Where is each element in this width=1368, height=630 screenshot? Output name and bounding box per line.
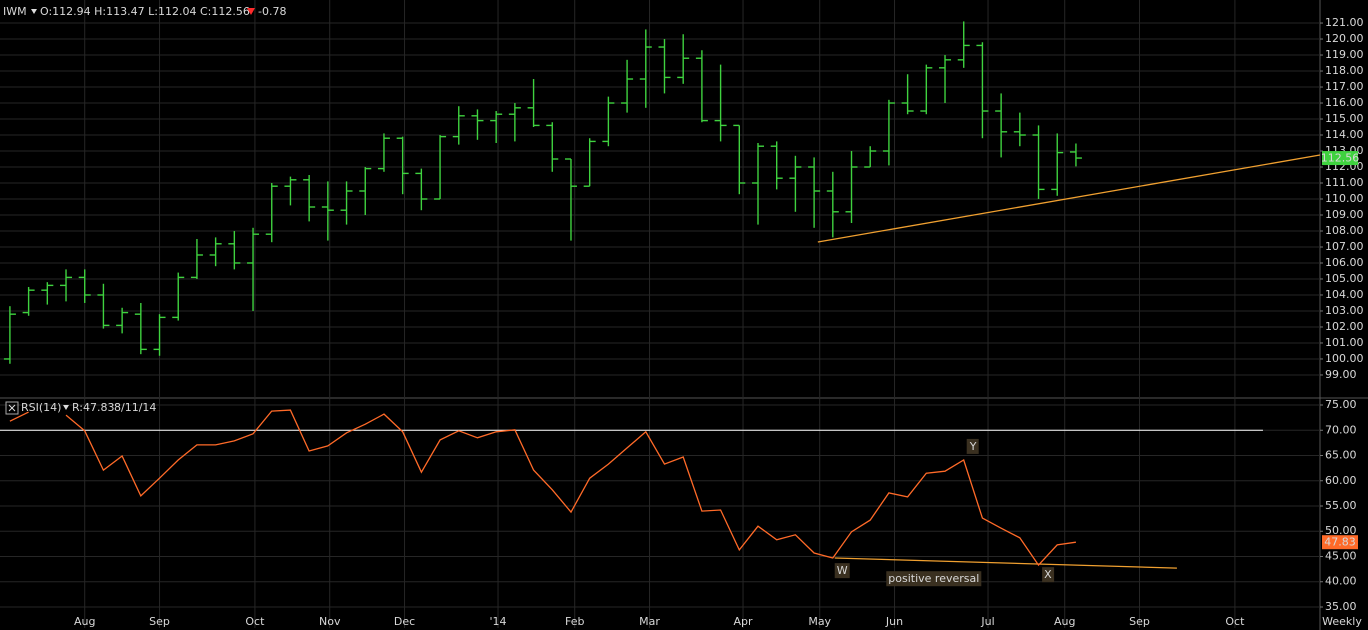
trendline (834, 557, 1177, 569)
down-icon (247, 8, 255, 15)
y-tick-label: 55.00 (1325, 499, 1357, 512)
y-tick-label: 103.00 (1325, 304, 1364, 317)
x-tick-label: Nov (319, 615, 341, 628)
y-tick-label: 118.00 (1325, 64, 1364, 77)
x-tick-label: Jul (980, 615, 994, 628)
dropdown-icon[interactable] (31, 9, 37, 14)
y-tick-label: 105.00 (1325, 272, 1364, 285)
y-tick-label: 121.00 (1325, 16, 1364, 29)
annotation-box (834, 563, 850, 579)
y-tick-label: 114.00 (1325, 128, 1364, 141)
y-tick-label: 65.00 (1325, 449, 1357, 462)
y-tick-label: 110.00 (1325, 192, 1364, 205)
x-tick-label: Oct (1225, 615, 1245, 628)
y-tick-label: 109.00 (1325, 208, 1364, 221)
indicator-date: 8/11/14 (114, 401, 156, 414)
period: Weekly (1322, 615, 1362, 628)
y-tick-label: 104.00 (1325, 288, 1364, 301)
y-tick-label: 108.00 (1325, 224, 1364, 237)
y-tick-label: 106.00 (1325, 256, 1364, 269)
annotation-box (886, 571, 982, 587)
y-tick-label: 100.00 (1325, 352, 1364, 365)
marks (0, 21, 1321, 569)
y-tick-label: 111.00 (1325, 176, 1364, 189)
y-tick-label: 40.00 (1325, 575, 1357, 588)
y-tick-label: 99.00 (1325, 368, 1357, 381)
annotation: positive reversal (888, 572, 979, 585)
x-tick-label: '14 (490, 615, 507, 628)
change: -0.78 (258, 5, 286, 18)
y-tick-label: 60.00 (1325, 474, 1357, 487)
annotation: Y (969, 440, 977, 453)
y-tick-label: 101.00 (1325, 336, 1364, 349)
annotation: X (1044, 568, 1052, 581)
x-tick-label: Apr (734, 615, 754, 628)
y-tick-label: 102.00 (1325, 320, 1364, 333)
rsi-line (9, 409, 1076, 567)
x-tick-label: Jun (885, 615, 903, 628)
trendline (817, 154, 1321, 243)
symbol: IWM (3, 5, 27, 18)
x-tick-label: Sep (1129, 615, 1150, 628)
close-box[interactable] (5, 401, 19, 415)
y-tick-label: 120.00 (1325, 32, 1364, 45)
x-tick-label: Sep (149, 615, 170, 628)
last-value-label: 112.56 (1321, 152, 1360, 165)
y-tick-label: 115.00 (1325, 112, 1364, 125)
x-tick-label: Feb (565, 615, 584, 628)
y-tick-label: 35.00 (1325, 600, 1357, 613)
indicator-value: R:47.83 (72, 401, 115, 414)
x-tick-label: Aug (74, 615, 95, 628)
last-value-badge (1322, 535, 1358, 550)
y-tick-label: 70.00 (1325, 423, 1357, 436)
y-tick-label: 75.00 (1325, 398, 1357, 411)
y-tick-label: 50.00 (1325, 524, 1357, 537)
x-tick-label: Aug (1054, 615, 1075, 628)
y-tick-label: 116.00 (1325, 96, 1364, 109)
annotation-box (1042, 567, 1055, 583)
y-tick-label: 45.00 (1325, 549, 1357, 562)
x-tick-label: May (808, 615, 831, 628)
x-tick-label: Dec (394, 615, 415, 628)
annotation: W (837, 564, 848, 577)
ohlc-header: O:112.94 H:113.47 L:112.04 C:112.56 (40, 5, 250, 18)
y-tick-label: 119.00 (1325, 48, 1364, 61)
indicator-title: RSI(14) (21, 401, 61, 414)
y-tick-label: 107.00 (1325, 240, 1364, 253)
x-tick-label: Mar (639, 615, 660, 628)
annotation-box (966, 438, 979, 454)
dropdown-icon[interactable] (63, 405, 69, 410)
grid (0, 0, 1323, 628)
close-icon (8, 404, 16, 412)
last-value-label: 47.83 (1324, 536, 1356, 549)
labels: IWM O:112.94 H:113.47 L:112.04 C:112.56 … (3, 5, 1364, 628)
last-value-badge (1322, 151, 1358, 166)
y-tick-label: 117.00 (1325, 80, 1364, 93)
x-tick-label: Oct (245, 615, 265, 628)
